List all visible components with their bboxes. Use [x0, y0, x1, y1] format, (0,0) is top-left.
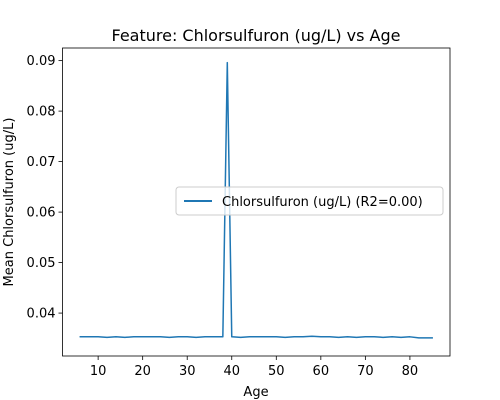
- x-tick-label: 50: [268, 364, 285, 379]
- x-tick-label: 10: [90, 364, 107, 379]
- legend-frame: [175, 186, 444, 216]
- plot-frame: [62, 47, 451, 357]
- y-tick-label: 0.07: [27, 155, 56, 170]
- x-tick-label: 40: [223, 364, 240, 379]
- y-tick-label: 0.05: [27, 256, 56, 271]
- x-axis-label: Age: [243, 385, 268, 400]
- series-layer: [79, 61, 433, 339]
- y-axis-label: Mean Chlorsulfuron (ug/L): [2, 118, 17, 287]
- series-line: [79, 61, 433, 339]
- y-tick-label: 0.08: [27, 105, 56, 120]
- x-tick-label: 30: [179, 364, 196, 379]
- y-tick-label: 0.04: [27, 307, 56, 322]
- chart-title: Feature: Chlorsulfuron (ug/L) vs Age: [111, 26, 400, 45]
- y-tick-label: 0.06: [27, 206, 56, 221]
- y-tick-label: 0.09: [27, 54, 56, 69]
- legend-entry-label: Chlorsulfuron (ug/L) (R2=0.00): [222, 195, 423, 210]
- x-tick-label: 70: [357, 364, 374, 379]
- x-tick-label: 20: [134, 364, 151, 379]
- x-tick-label: 80: [402, 364, 419, 379]
- x-tick-label: 60: [313, 364, 330, 379]
- legend: Chlorsulfuron (ug/L) (R2=0.00): [175, 186, 444, 216]
- axis-ticks: 10 20 30 40 50 60 70 80 0.04 0.05 0.06 0.07 0.08 0.09: [27, 54, 419, 379]
